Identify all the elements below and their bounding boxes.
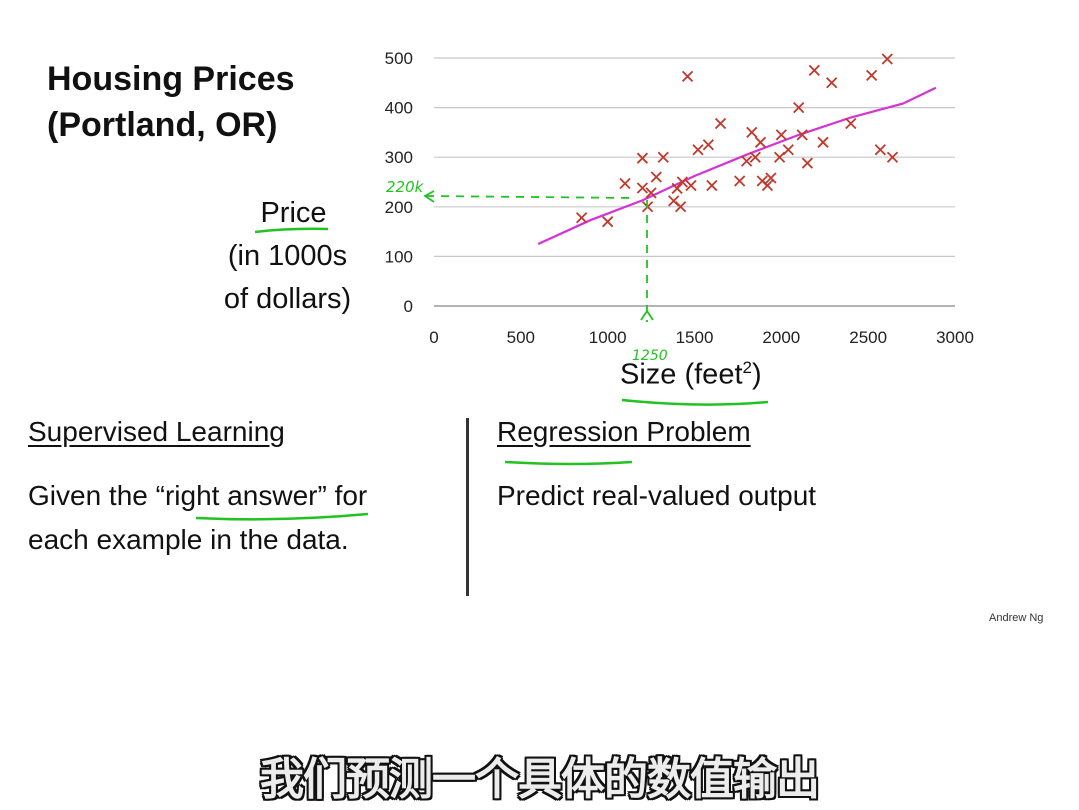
y-axis-label-line-1: Price [260, 197, 327, 229]
text-segment-1: Given the “ [28, 480, 165, 511]
y-tick-label: 200 [385, 198, 413, 217]
data-point [575, 212, 588, 224]
data-point [714, 117, 727, 130]
data-point [881, 53, 893, 65]
x-axis-label-superscript: 2 [742, 358, 752, 377]
x-tick-label: 0 [429, 328, 438, 347]
text-segment-3: each example in the data. [28, 524, 349, 555]
data-point [645, 187, 657, 199]
x-tick-label: 1000 [589, 328, 627, 347]
data-point [650, 171, 662, 183]
x-axis-label-close: ) [751, 358, 762, 391]
data-point [692, 144, 704, 156]
supervised-learning-text: Given the “right answer” for each exampl… [28, 474, 458, 562]
data-point [817, 136, 829, 148]
title-line-2: (Portland, OR) [47, 106, 278, 144]
x-tick-label: 1500 [676, 328, 714, 347]
data-point [765, 172, 777, 184]
regression-problem-heading: Regression Problem [497, 416, 751, 447]
y-tick-label: 500 [385, 49, 413, 68]
y-tick-label: 400 [385, 99, 413, 118]
text-segment-2: ” for [317, 480, 368, 511]
y-axis-label-line-2: (in 1000s [227, 240, 348, 272]
data-point [746, 126, 758, 139]
right-answer-phrase: right answer [164, 480, 318, 511]
data-point [657, 151, 669, 163]
y-tick-label: 0 [404, 297, 413, 316]
data-point [674, 201, 687, 213]
x-tick-label: 2500 [849, 328, 887, 347]
data-point [749, 151, 761, 163]
data-point [874, 144, 886, 156]
data-point [636, 182, 649, 194]
scatter-chart: 0 100 200 300 400 500 0 500 1000 1500 2000 2500 3000 [385, 49, 974, 347]
data-point [754, 136, 767, 148]
slide-title: Housing Prices (Portland, OR) [47, 56, 295, 148]
y-tick-label: 100 [385, 247, 413, 266]
data-point [782, 144, 794, 156]
data-point [706, 179, 718, 192]
regression-fit-line [537, 86, 937, 246]
y-tick-label: 300 [385, 148, 413, 167]
data-point [796, 129, 808, 141]
video-subtitle: 我们预测一个具体的数值输出 [260, 754, 820, 805]
data-point [886, 151, 899, 163]
regression-problem-text: Predict real-valued output [497, 480, 817, 511]
x-axis-label: Size (feet2) [620, 358, 762, 392]
data-point [740, 155, 753, 167]
data-point [866, 69, 878, 81]
data-point [826, 77, 838, 89]
data-point [602, 216, 614, 228]
y-axis-label-line-3: of dollars) [223, 283, 352, 315]
data-point [619, 177, 631, 190]
data-point [775, 129, 787, 141]
data-point [734, 175, 746, 187]
supervised-learning-heading: Supervised Learning [28, 416, 285, 447]
column-divider [466, 418, 469, 596]
y-axis-label: Price (in 1000s of dollars) [205, 192, 370, 321]
x-axis-label-text: Size (feet [620, 358, 743, 391]
x-tick-label: 500 [507, 328, 535, 347]
x-tick-label: 3000 [936, 328, 974, 347]
author-credit: Andrew Ng [989, 612, 1044, 624]
right-column: Regression Problem Predict real-valued o… [497, 416, 1057, 518]
title-line-1: Housing Prices [47, 60, 295, 98]
x-tick-label: 2000 [762, 328, 800, 347]
data-point [676, 176, 688, 188]
data-point [685, 179, 697, 192]
left-column: Supervised Learning Given the “right ans… [28, 416, 458, 562]
data-point [793, 101, 805, 114]
data-point [808, 64, 820, 77]
data-point [761, 179, 774, 192]
data-point [702, 139, 715, 151]
data-point [636, 152, 649, 164]
data-point [681, 70, 694, 82]
data-point [845, 117, 857, 130]
data-point [801, 157, 814, 169]
